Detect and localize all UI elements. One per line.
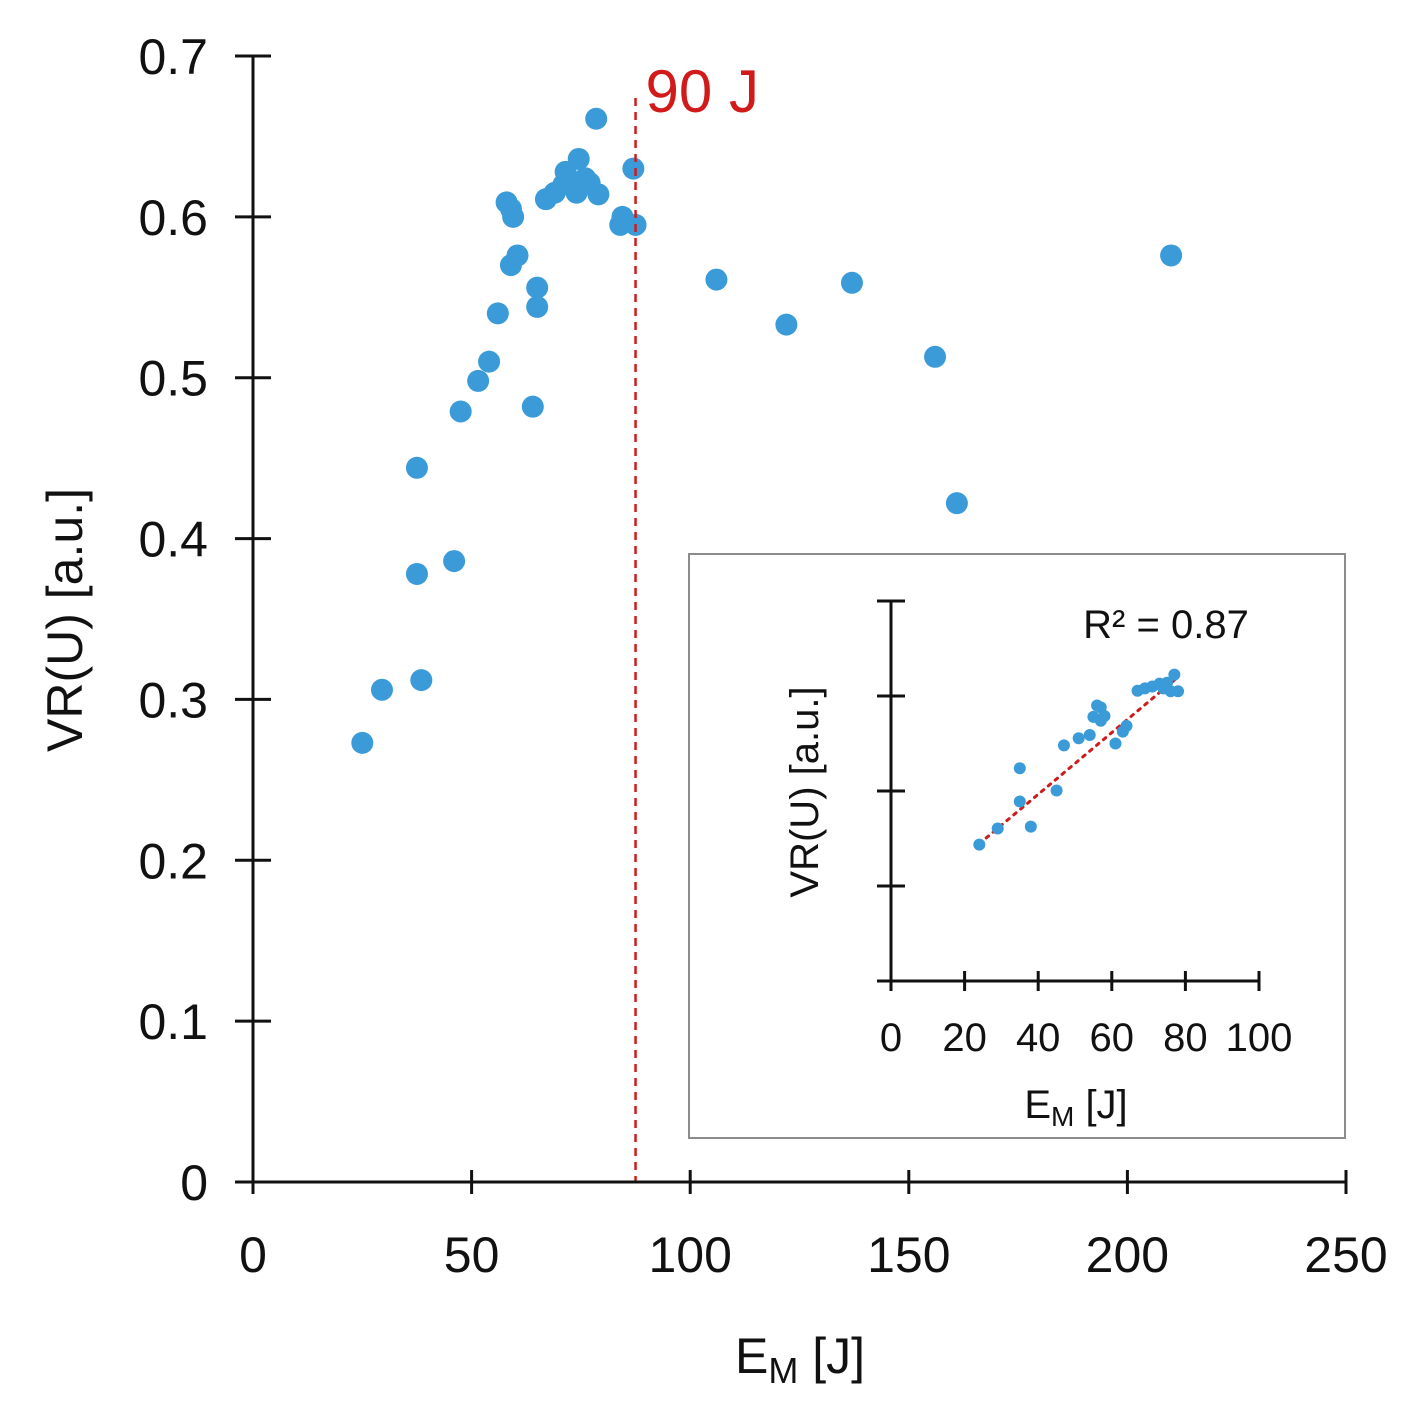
main-data-point	[351, 731, 374, 754]
main-data-point	[622, 157, 645, 180]
main-x-tick-label: 50	[444, 1227, 500, 1283]
main-points	[351, 107, 1183, 754]
main-data-point	[567, 147, 590, 170]
main-data-point	[705, 268, 728, 291]
main-data-point	[478, 350, 501, 373]
main-x-tick-label: 150	[867, 1227, 950, 1283]
inset-data-point	[1024, 820, 1037, 833]
inset-data-point	[1013, 762, 1026, 775]
inset-data-point	[973, 838, 986, 851]
main-data-point	[370, 678, 393, 701]
main-data-point	[1160, 244, 1183, 267]
main-y-tick-label: 0.6	[138, 190, 208, 246]
inset-plot: 0 20 40 60 80 100 R² = 0.87 EM [J] VR(U) [a.u…	[688, 553, 1346, 1139]
inset-data-point	[1120, 719, 1133, 732]
main-y-tick-label: 0.7	[138, 29, 208, 85]
inset-data-point	[991, 822, 1004, 835]
main-y-axis-label: VR(U) [a.u.]	[37, 488, 93, 752]
main-y-tick-label: 0.1	[138, 994, 208, 1050]
main-y-tick-label: 0.3	[138, 672, 208, 728]
inset-x-tick-label: 100	[1226, 1016, 1293, 1060]
main-x-axis-label-main: E	[735, 1328, 768, 1384]
inset-x-axis-label-unit: [J]	[1074, 1083, 1127, 1127]
inset-x-tick-label: 20	[942, 1016, 987, 1060]
inset-data-point	[1168, 668, 1181, 681]
main-data-point	[443, 550, 466, 573]
main-x-axis-label-sub: M	[768, 1350, 798, 1391]
main-data-point	[486, 302, 509, 325]
main-data-point	[410, 669, 433, 692]
inset-data-point	[1072, 732, 1085, 745]
main-data-point	[521, 395, 544, 418]
main-data-point	[585, 107, 608, 130]
inset-data-point	[1057, 739, 1070, 752]
main-y-tick-label: 0.5	[138, 351, 208, 407]
main-x-tick-label: 200	[1086, 1227, 1169, 1283]
main-x-tick-label: 250	[1304, 1227, 1387, 1283]
main-data-point	[467, 369, 490, 392]
inset-data-point	[1013, 795, 1026, 808]
main-x-axis-label-unit: [J]	[798, 1328, 865, 1384]
inset-x-tick-label: 40	[1016, 1016, 1061, 1060]
inset-data-point	[1098, 709, 1111, 722]
main-y-tick-label: 0	[180, 1155, 208, 1211]
inset-x-tick-label: 80	[1163, 1016, 1208, 1060]
main-x-tick-label: 100	[648, 1227, 731, 1283]
inset-data-point	[1109, 737, 1122, 750]
main-data-point	[924, 345, 947, 368]
inset-x-axis-label-sub: M	[1051, 1101, 1074, 1132]
threshold-label: 90 J	[646, 58, 759, 125]
inset-trendline	[977, 675, 1180, 846]
inset-x-tick-label: 60	[1090, 1016, 1135, 1060]
main-y-tick-label: 0.2	[138, 833, 208, 889]
main-y-tick-label: 0.4	[138, 512, 208, 568]
inset-data-point	[1050, 784, 1063, 797]
main-data-point	[526, 295, 549, 318]
main-data-point	[526, 276, 549, 299]
inset-frame	[688, 553, 1346, 1139]
inset-data-point	[1172, 685, 1185, 698]
inset-y-axis-label: VR(U) [a.u.]	[783, 686, 827, 897]
inset-x-axis-label: EM [J]	[1024, 1083, 1127, 1132]
main-data-point	[502, 205, 525, 228]
inset-ticks: 0 20 40 60 80 100	[877, 599, 1293, 1060]
main-data-point	[775, 313, 798, 336]
main-data-point	[587, 183, 610, 206]
main-data-point	[449, 400, 472, 423]
main-data-point	[840, 271, 863, 294]
main-data-point	[945, 492, 968, 515]
main-data-point	[405, 562, 428, 585]
inset-x-tick-label: 0	[880, 1016, 902, 1060]
inset-r-squared-annotation: R² = 0.87	[1083, 603, 1249, 647]
inset-points	[973, 668, 1185, 851]
main-x-tick-label: 0	[239, 1227, 267, 1283]
inset-data-point	[1083, 728, 1096, 741]
main-data-point	[405, 456, 428, 479]
main-x-axis-label: EM [J]	[735, 1328, 865, 1391]
main-data-point	[506, 244, 529, 267]
inset-x-axis-label-main: E	[1024, 1083, 1051, 1127]
